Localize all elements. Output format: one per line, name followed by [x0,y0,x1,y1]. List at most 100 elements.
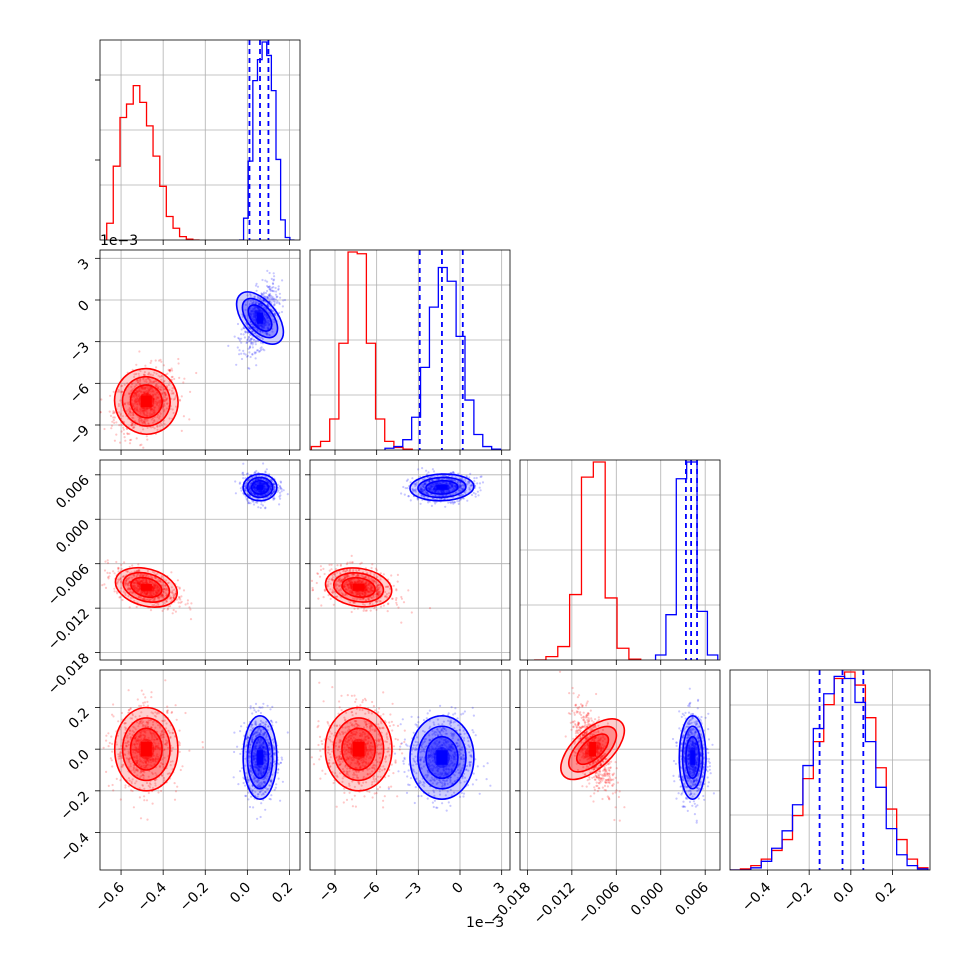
scatter-point [168,388,171,391]
scatter-point [156,746,160,749]
scatter-point [311,586,314,590]
scatter-point [146,438,149,441]
scatter-point [163,602,166,605]
scatter-point [331,577,334,581]
scatter-point [178,398,181,401]
scatter-point [134,398,137,401]
scatter-point [135,739,138,742]
scatter-point [126,570,129,573]
scatter-point [420,494,423,497]
scatter-point [370,584,373,587]
scatter-point [272,490,276,493]
scatter-point [162,595,165,599]
scatter-point [135,372,138,376]
scatter-point [119,577,122,581]
scatter-point [327,583,330,586]
panel-content [310,460,510,660]
scatter-point [147,722,150,725]
scatter-point [269,487,272,490]
panel-frame [99,249,301,451]
scatter-point [255,305,258,309]
scatter-point [253,326,256,329]
scatter-point [261,338,264,341]
scatter-point [445,482,448,485]
scatter-point [145,591,148,595]
scatter-point [264,475,267,478]
scatter-point [179,768,182,772]
scatter-point [254,284,258,287]
scatter-point [134,769,137,772]
scatter-point [145,593,148,596]
scatter-point [142,419,145,422]
scatter-point [138,393,141,396]
scatter-point [139,408,142,412]
scatter-point [421,490,424,493]
scatter-point [349,582,352,585]
scatter-point [135,409,138,412]
scatter-point [153,586,156,590]
scatter-point [135,780,138,783]
scatter-point [146,573,149,577]
scatter-point [158,589,161,593]
scatter-point [169,736,172,740]
scatter-point [422,485,425,489]
scatter-point [458,485,461,488]
scatter-point [165,599,168,603]
scatter-point [131,422,135,425]
scatter-point [144,374,147,377]
scatter-point [261,494,264,497]
scatter-point [428,487,431,490]
panel-frame [99,459,301,661]
scatter-point [253,484,256,487]
scatter-point [246,294,249,297]
scatter-point [255,364,258,367]
scatter-point [105,770,108,774]
scatter-point [278,484,281,487]
scatter-point [382,604,385,607]
scatter-point [155,396,158,399]
scatter-point [136,391,139,394]
scatter-point [140,774,143,778]
scatter-point [251,302,254,305]
scatter-point [188,606,191,609]
scatter-point [470,493,474,497]
scatter-point [136,769,139,773]
scatter-point [165,398,168,401]
scatter-point [254,320,257,323]
scatter-point [414,482,417,485]
scatter-point [139,417,142,420]
scatter-point [177,357,180,361]
scatter-point [158,415,161,418]
scatter-point [244,308,247,311]
scatter-point [368,590,371,593]
scatter-point [150,691,153,694]
scatter-point [139,418,143,421]
scatter-point [319,568,323,572]
scatter-point [170,367,173,370]
scatter-point [126,401,129,404]
scatter-point [121,765,124,768]
scatter-point [145,721,148,724]
scatter-point [271,282,274,285]
scatter-point [139,382,142,385]
scatter-point [155,592,158,595]
scatter-point [142,409,145,413]
scatter-point [135,756,138,760]
scatter-point [454,486,458,489]
scatter-point [158,579,162,582]
scatter-point [158,375,161,378]
scatter-point [268,294,271,297]
scatter-point [141,725,144,728]
scatter-point [253,296,256,299]
scatter-point [338,578,341,582]
scatter-point [154,383,157,386]
scatter-point [171,589,174,592]
scatter-point [154,589,157,592]
scatter-point [272,278,276,281]
scatter-point [147,759,150,763]
scatter-point [343,585,346,588]
scatter-point [152,410,155,413]
scatter-point [264,331,267,334]
scatter-point [250,310,253,313]
scatter-point [106,561,110,565]
